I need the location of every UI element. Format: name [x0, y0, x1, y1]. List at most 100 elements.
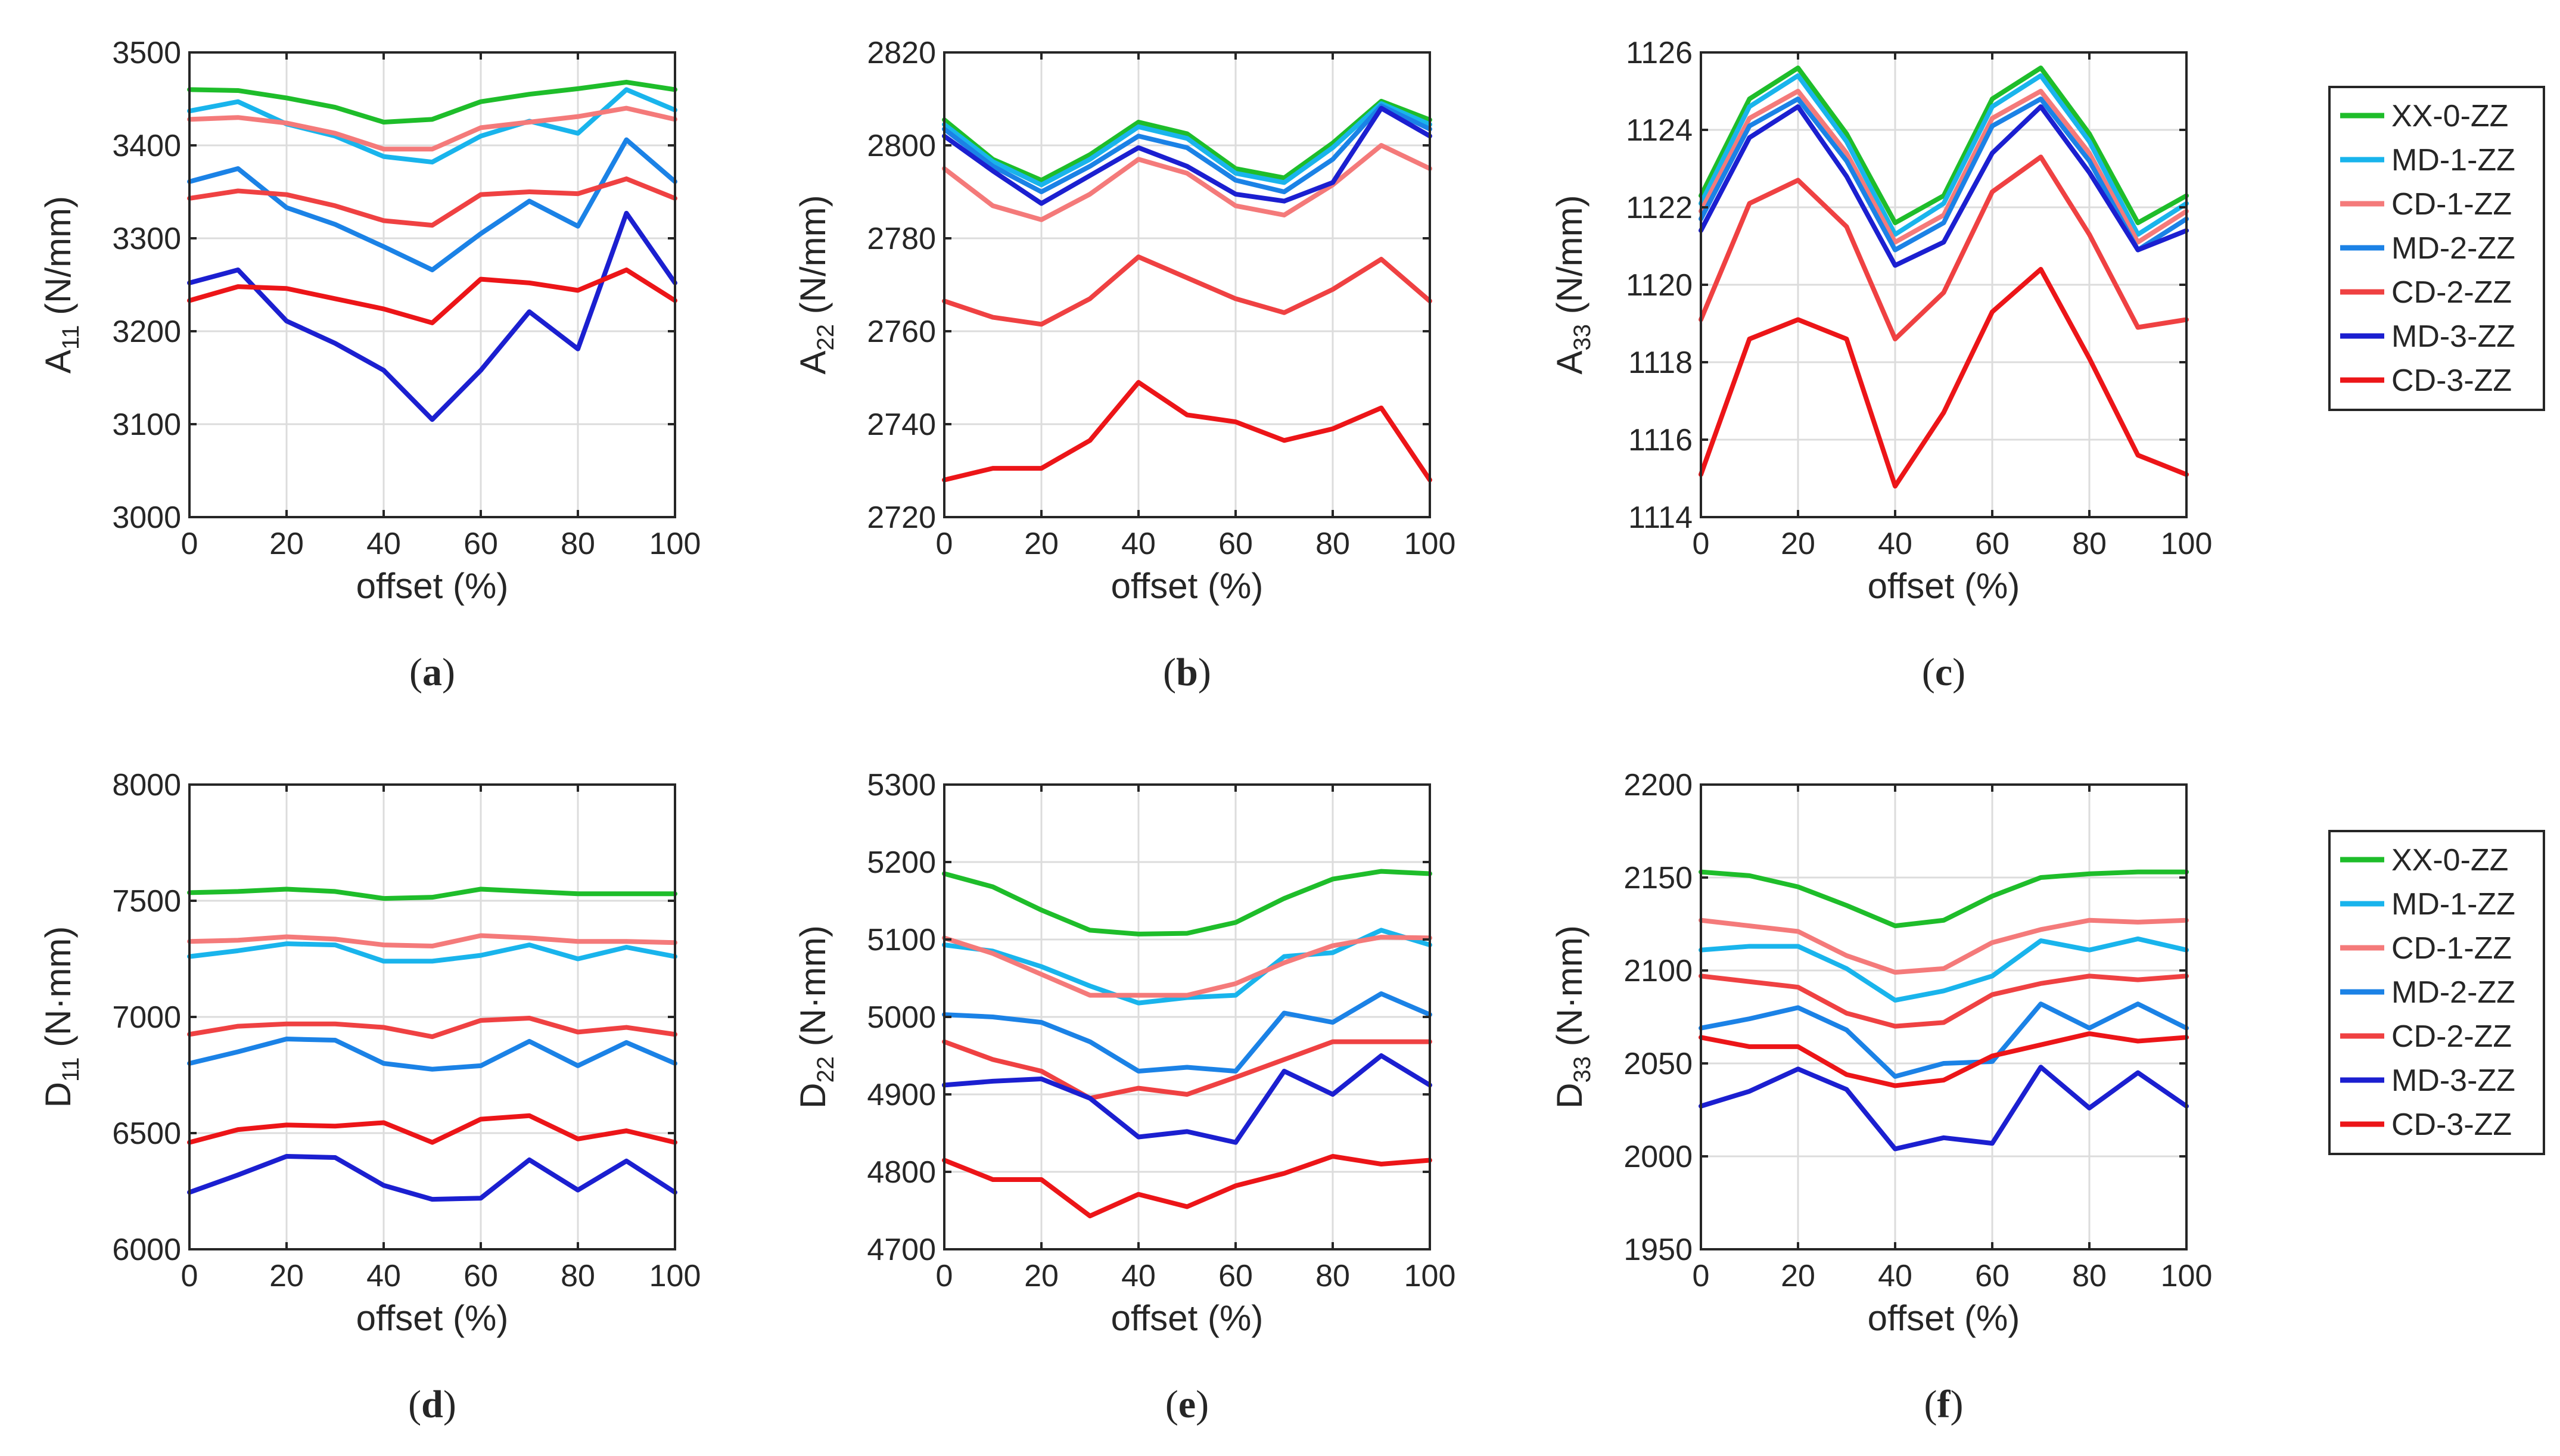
y-axis-label-unit: (N/mm)	[1550, 195, 1589, 324]
series-line-cd-3-zz	[187, 1113, 677, 1145]
y-tick-label-1: 4800	[867, 1155, 936, 1190]
series-line-xx-0-zz	[187, 886, 677, 901]
panel-b: 0 20 40 60 80 100 2720 2740 2760 2780 2800 2820 offs…	[793, 36, 1455, 694]
x-tick-label-3: 60	[1975, 1259, 2010, 1293]
panel-letter: d	[421, 1383, 443, 1426]
y-tick-label-4: 3400	[112, 129, 181, 163]
x-tick-label-4: 80	[561, 527, 595, 561]
legend-label-cd-3-zz: CD-3-ZZ	[2391, 1107, 2512, 1142]
y-tick-label-2: 7000	[112, 1000, 181, 1035]
panel-paren-open: (	[1924, 1383, 1937, 1426]
x-tick-label-5: 100	[649, 527, 701, 561]
panel-a: 0 20 40 60 80 100 3000 3100 3200 3300 3400 3500 offs…	[38, 36, 701, 694]
y-axis-label-main: A	[1550, 351, 1589, 375]
y-axis-label-subscript: 22	[813, 324, 839, 351]
y-tick-label-5: 2820	[867, 36, 936, 70]
series-line-cd-1-zz	[1699, 89, 2189, 245]
y-tick-label-3: 2100	[1623, 954, 1693, 988]
panel-label-f: (f)	[1924, 1383, 1964, 1426]
panel-d: 0 20 40 60 80 100 6000 6500 7000 7500 8000 offset (…	[38, 768, 701, 1426]
y-axis-label-subscript: 22	[813, 1056, 839, 1083]
series-line-cd-1-zz	[1699, 917, 2189, 975]
x-axis-label: offset (%)	[1111, 566, 1264, 606]
y-tick-label-4: 2150	[1623, 861, 1693, 895]
x-tick-label-5: 100	[1404, 1259, 1456, 1293]
y-tick-label-3: 1120	[1626, 268, 1693, 303]
panel-letter: a	[422, 651, 442, 694]
y-tick-label-5: 2200	[1623, 768, 1693, 802]
series-line-md-3-zz	[942, 105, 1432, 206]
series-line-cd-1-zz	[942, 143, 1432, 222]
y-axis-label-main: D	[1550, 1083, 1589, 1109]
series-line-md-1-zz	[1699, 936, 2189, 1003]
series-line-md-3-zz	[1699, 104, 2189, 268]
panel-paren-close: )	[1950, 1383, 1963, 1426]
legend-top: XX-0-ZZ MD-1-ZZ CD-1-ZZ MD-2-ZZ CD-2-ZZ MD-3-…	[2328, 86, 2545, 411]
x-tick-label-2: 40	[1878, 527, 1912, 561]
x-tick-label-3: 60	[464, 527, 498, 561]
panel-label-c: (c)	[1922, 651, 1965, 694]
y-axis-label-main: A	[38, 350, 78, 374]
series-line-md-1-zz	[187, 941, 677, 964]
y-axis-label-subscript: 33	[1569, 1056, 1595, 1083]
y-tick-label-2: 3200	[112, 315, 181, 349]
panel-paren-close: )	[1952, 651, 1965, 694]
y-tick-label-2: 2050	[1623, 1047, 1693, 1081]
x-tick-label-3: 60	[1218, 527, 1253, 561]
series-line-md-2-zz	[1699, 97, 2189, 253]
series-line-cd-2-zz	[942, 1039, 1432, 1101]
x-tick-label-0: 0	[181, 527, 198, 561]
x-tick-label-1: 20	[269, 527, 304, 561]
y-tick-label-4: 8000	[112, 768, 181, 802]
y-tick-label-4: 5100	[867, 923, 936, 957]
series-line-cd-3-zz	[1699, 267, 2189, 489]
series-line-md-3-zz	[187, 1154, 677, 1202]
panel-e: 0 20 40 60 80 100 4700 4800 4900 5000 5100 5200 5300…	[793, 768, 1455, 1426]
legend-label-xx-0-zz: XX-0-ZZ	[2391, 99, 2508, 133]
y-axis-label-unit: (N/mm)	[38, 196, 78, 325]
legend-label-md-1-zz: MD-1-ZZ	[2391, 143, 2515, 178]
y-tick-label-0: 1950	[1623, 1233, 1693, 1267]
series-line-xx-0-zz	[942, 98, 1432, 183]
series-line-md-1-zz	[942, 101, 1432, 188]
x-tick-label-1: 20	[1024, 527, 1059, 561]
series-line-md-3-zz	[942, 1053, 1432, 1145]
x-tick-label-2: 40	[1121, 527, 1156, 561]
panel-letter: f	[1937, 1383, 1951, 1426]
x-tick-label-2: 40	[366, 1259, 401, 1293]
y-tick-label-1: 1116	[1628, 423, 1693, 458]
panel-paren-open: (	[1922, 651, 1935, 694]
y-axis-label: A11 (N/mm)	[38, 196, 84, 374]
panel-paren-close: )	[443, 1383, 456, 1426]
axes-box	[1700, 783, 2188, 1250]
legend-label-cd-2-zz: CD-2-ZZ	[2391, 275, 2512, 310]
y-tick-label-2: 4900	[867, 1078, 936, 1112]
legend-label-md-2-zz: MD-2-ZZ	[2391, 975, 2515, 1010]
y-tick-label-6: 5300	[867, 768, 936, 802]
panel-paren-close: )	[1198, 651, 1211, 694]
series-line-cd-2-zz	[187, 176, 677, 228]
series-line-xx-0-zz	[1699, 66, 2189, 225]
x-tick-label-0: 0	[1693, 527, 1710, 561]
panel-letter: b	[1176, 651, 1198, 694]
legend-label-xx-0-zz: XX-0-ZZ	[2391, 843, 2508, 878]
y-tick-label-3: 5000	[867, 1000, 936, 1035]
y-axis-label: A22 (N/mm)	[793, 195, 839, 374]
y-axis-label-subscript: 33	[1569, 324, 1595, 351]
y-tick-label-2: 2760	[867, 315, 936, 349]
series-line-md-2-zz	[1699, 1001, 2189, 1079]
x-tick-label-2: 40	[1121, 1259, 1156, 1293]
series-line-md-1-zz	[187, 87, 677, 165]
x-tick-label-5: 100	[2161, 527, 2213, 561]
legend-label-cd-2-zz: CD-2-ZZ	[2391, 1019, 2512, 1054]
x-axis-label: offset (%)	[356, 566, 509, 606]
axes-box	[188, 51, 676, 518]
panel-paren-open: (	[409, 651, 422, 694]
series-line-cd-2-zz	[942, 254, 1432, 327]
y-tick-label-5: 1124	[1626, 113, 1693, 148]
x-tick-label-5: 100	[1404, 527, 1456, 561]
y-axis-label-unit: (N·mm)	[793, 925, 833, 1056]
series-line-cd-3-zz	[1699, 1031, 2189, 1088]
y-tick-label-6: 1126	[1626, 36, 1693, 70]
x-axis-label: offset (%)	[1868, 1298, 2020, 1338]
